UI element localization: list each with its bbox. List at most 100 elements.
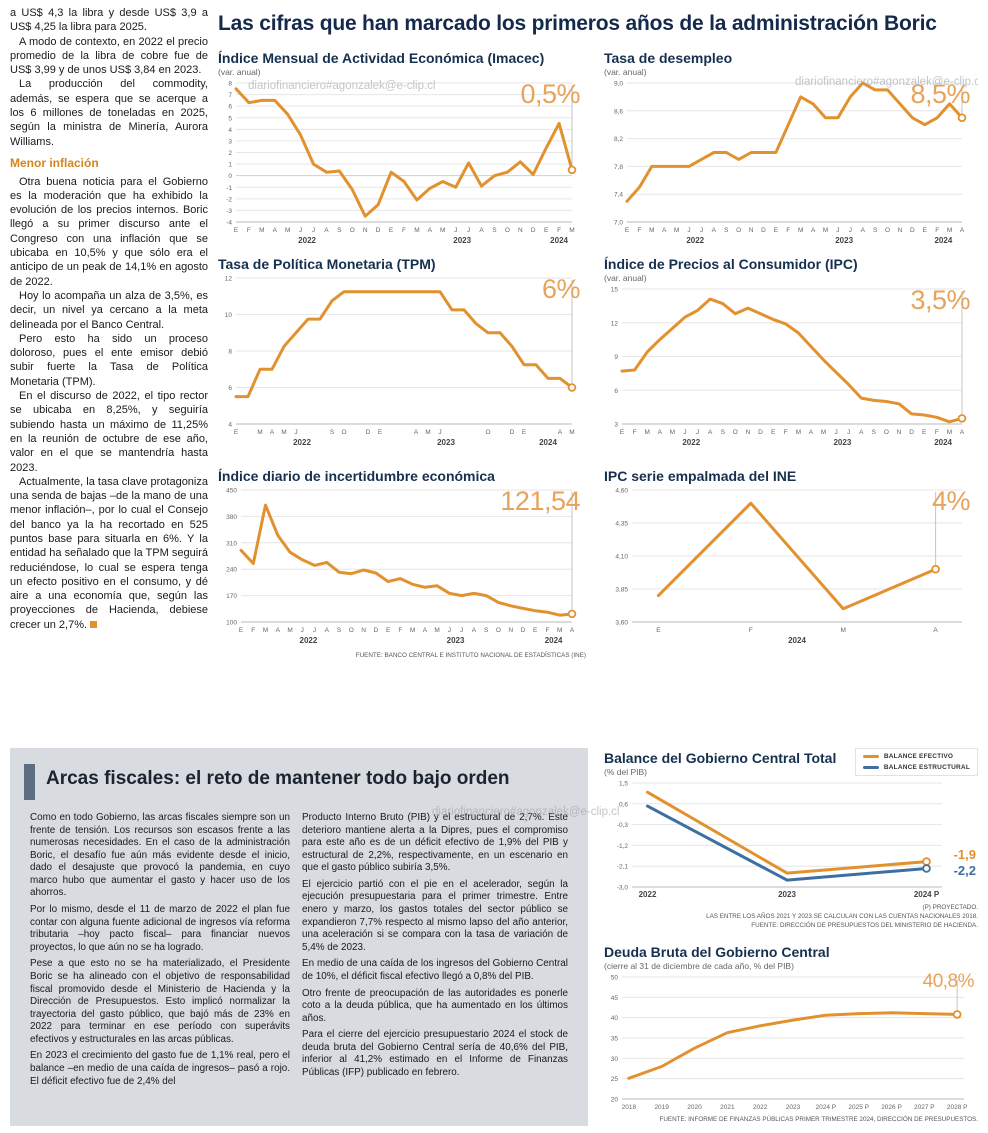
paragraph: En 2023 el crecimiento del gasto fue de … [30,1050,290,1087]
svg-text:A: A [276,627,281,634]
svg-text:J: J [849,227,852,234]
fiscal-section-panel [10,748,588,1126]
paragraph: Hoy lo acompaña un alza de 3,5%, es deci… [10,289,208,331]
svg-text:M: M [840,627,845,634]
svg-text:D: D [366,429,371,436]
svg-text:2020: 2020 [687,1104,702,1111]
svg-text:0: 0 [228,173,232,180]
svg-text:O: O [341,429,346,436]
paragraph: a US$ 4,3 la libra y desde US$ 3,9 a US$… [10,7,208,34]
svg-text:3,85: 3,85 [615,587,628,594]
svg-text:2023: 2023 [786,1104,801,1111]
svg-text:D: D [521,627,526,634]
svg-text:F: F [398,627,402,634]
svg-text:O: O [505,227,510,234]
svg-text:A: A [428,227,433,234]
paragraph: En el discurso de 2022, el tipo rector s… [10,390,208,474]
svg-text:F: F [633,429,637,436]
svg-text:8,2: 8,2 [614,136,623,143]
svg-text:M: M [285,227,290,234]
paragraph: Otro frente de preocupación de las autor… [302,987,568,1024]
svg-text:E: E [656,627,661,634]
svg-text:380: 380 [226,514,237,521]
svg-text:M: M [798,227,803,234]
svg-text:S: S [492,227,497,234]
svg-text:O: O [736,227,741,234]
svg-text:2022: 2022 [298,236,316,245]
svg-text:J: J [683,429,686,436]
svg-text:40: 40 [611,1015,619,1022]
svg-text:E: E [774,227,779,234]
svg-text:A: A [273,227,278,234]
efectivo-value-label: -1,9 [953,847,976,863]
svg-text:3,60: 3,60 [615,620,628,627]
svg-text:E: E [533,627,538,634]
svg-text:S: S [721,429,726,436]
svg-text:A: A [960,227,965,234]
tpm-plot: 12 10 8 6 4 E M A M J S O D E A M J O D E A M 2022 2023 2024 6% [218,272,586,450]
svg-text:O: O [885,227,890,234]
svg-text:M: M [257,429,262,436]
svg-text:J: J [847,429,850,436]
svg-text:S: S [872,429,877,436]
chart-legend: BALANCE EFECTIVO BALANCE ESTRUCTURAL [854,748,978,776]
svg-text:450: 450 [226,488,237,495]
svg-text:6: 6 [614,388,618,395]
svg-text:N: N [363,227,368,234]
svg-text:2027 P: 2027 P [914,1104,935,1111]
svg-text:50: 50 [611,975,619,982]
paragraph: Pero esto ha sido un proceso doloroso, p… [10,332,208,388]
svg-text:-1: -1 [226,185,232,192]
svg-text:2024: 2024 [545,636,563,645]
svg-text:A: A [708,429,713,436]
svg-text:2024: 2024 [934,438,952,447]
desempleo-plot: 9,0 8,6 8,2 7,8 7,4 7,0 E F M A M J J A S O N D E F M A M J J A S O… [604,77,976,248]
svg-text:2022: 2022 [639,890,657,899]
left-article-column: a US$ 4,3 la libra y desde US$ 3,9 a US$… [10,6,208,632]
svg-text:J: J [312,227,315,234]
paragraph: FUENTE: INFORME DE FINANZAS PÚBLICAS PRI… [659,1115,978,1123]
latest-value-label: 8,5% [910,79,970,110]
svg-text:170: 170 [226,593,237,600]
svg-text:7: 7 [228,92,232,99]
svg-text:F: F [784,429,788,436]
svg-text:12: 12 [611,320,619,327]
svg-text:O: O [884,429,889,436]
svg-text:30: 30 [611,1056,619,1063]
svg-text:M: M [821,429,826,436]
svg-text:2024: 2024 [934,236,952,245]
svg-text:E: E [923,227,928,234]
svg-text:D: D [510,429,515,436]
svg-text:E: E [234,429,239,436]
svg-text:-1,2: -1,2 [617,843,629,850]
chart-subtitle: (var. anual) [218,67,261,78]
svg-text:F: F [557,227,561,234]
svg-text:J: J [696,429,699,436]
paragraph: El ejercicio partió con el pie en el ace… [302,878,568,953]
svg-text:1: 1 [228,162,232,169]
svg-text:A: A [414,429,419,436]
svg-text:D: D [910,227,915,234]
svg-text:A: A [472,627,477,634]
chart-imacec: Índice Mensual de Actividad Económica (I… [218,50,586,248]
svg-text:M: M [410,627,415,634]
svg-text:E: E [378,429,383,436]
svg-text:6: 6 [228,385,232,392]
svg-text:F: F [545,627,549,634]
svg-text:O: O [485,429,490,436]
svg-text:A: A [325,627,330,634]
paragraph: Pese a que esto no se ha materializado, … [30,958,290,1045]
svg-text:M: M [414,227,419,234]
svg-text:45: 45 [611,995,619,1002]
svg-text:7,8: 7,8 [614,164,623,171]
svg-text:N: N [898,227,903,234]
svg-text:M: M [644,429,649,436]
svg-text:F: F [786,227,790,234]
svg-text:-2,1: -2,1 [617,864,629,871]
fiscal-column-1: Como en todo Gobierno, las arcas fiscale… [30,812,290,1118]
svg-text:A: A [324,227,329,234]
svg-text:7,0: 7,0 [614,220,623,227]
chart-title: Índice Mensual de Actividad Económica (I… [218,50,545,66]
svg-text:S: S [484,627,489,634]
svg-text:4,60: 4,60 [615,488,628,495]
